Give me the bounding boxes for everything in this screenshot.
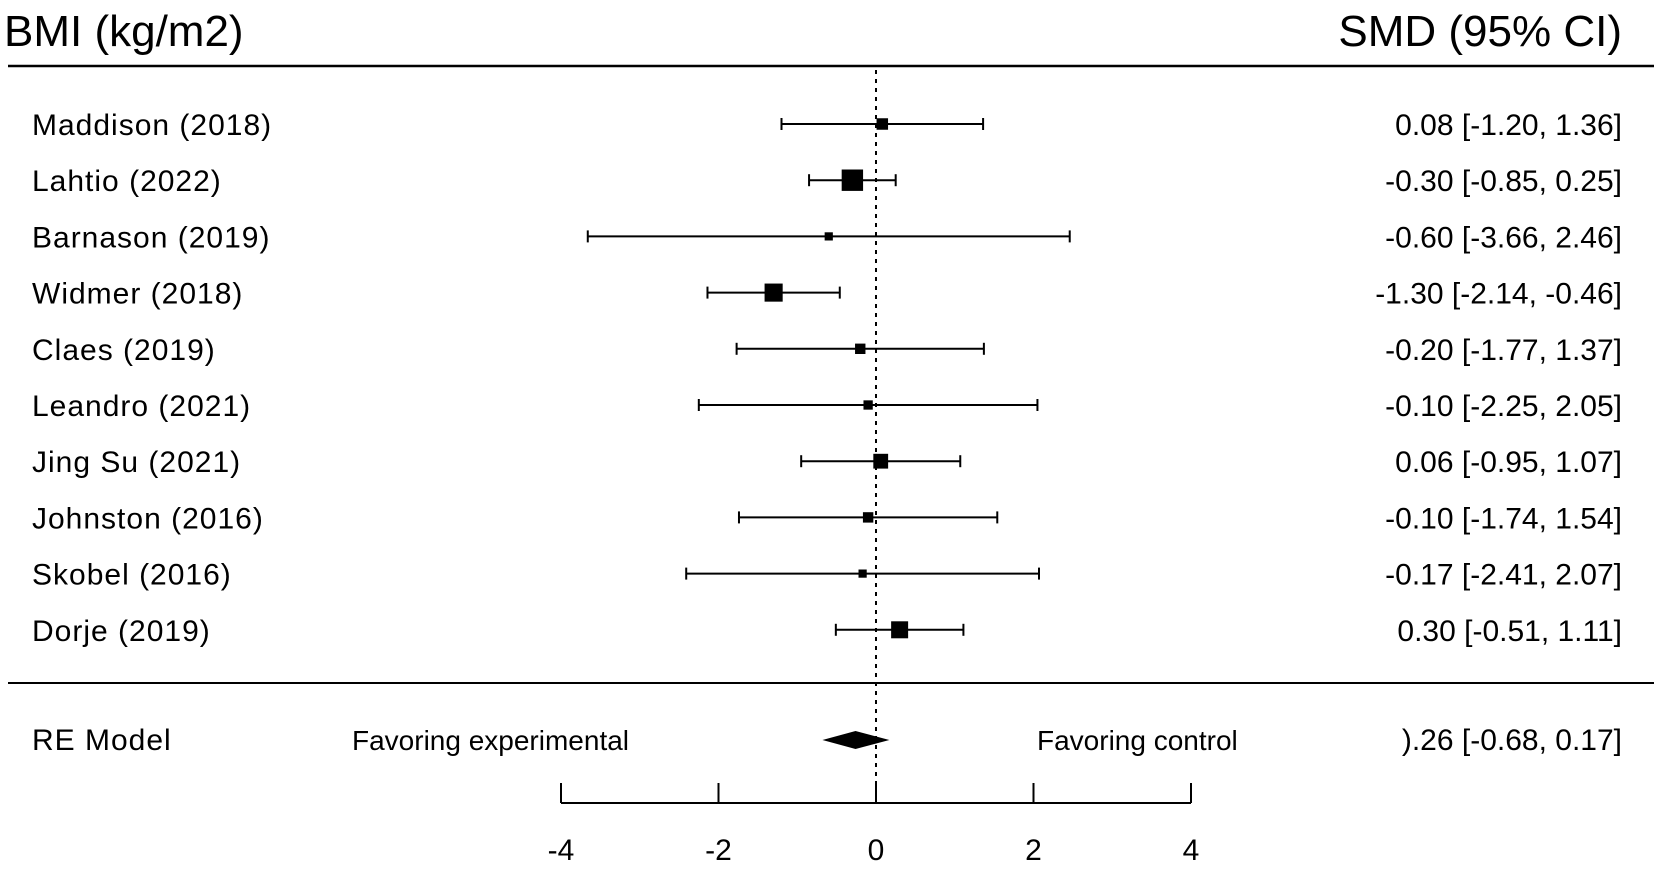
study-row: Skobel (2016) -0.17 [-2.41, 2.07] bbox=[32, 559, 1622, 592]
x-tick-label: 2 bbox=[1025, 834, 1042, 867]
x-tick-label: 0 bbox=[868, 834, 885, 867]
point-estimate-square bbox=[863, 400, 873, 410]
study-label: Skobel (2016) bbox=[32, 559, 232, 592]
study-ci-text: -1.30 [-2.14, -0.46] bbox=[1375, 278, 1622, 311]
point-estimate-square bbox=[824, 232, 833, 241]
study-row: Barnason (2019) -0.60 [-3.66, 2.46] bbox=[32, 221, 1622, 254]
study-label: Lahtio (2022) bbox=[32, 165, 222, 198]
study-ci-text: -0.60 [-3.66, 2.46] bbox=[1385, 221, 1622, 254]
study-ci-text: -0.17 [-2.41, 2.07] bbox=[1385, 559, 1622, 592]
x-axis: -4 -2 0 2 4 bbox=[548, 783, 1200, 867]
summary-ci-text: ).26 [-0.68, 0.17] bbox=[1402, 724, 1622, 757]
study-label: Claes (2019) bbox=[32, 334, 216, 367]
point-estimate-square bbox=[764, 283, 783, 302]
study-row: Johnston (2016) -0.10 [-1.74, 1.54] bbox=[32, 502, 1622, 535]
point-estimate-square bbox=[862, 512, 874, 523]
study-ci-text: -0.30 [-0.85, 0.25] bbox=[1385, 165, 1622, 198]
study-ci-text: -0.10 [-2.25, 2.05] bbox=[1385, 390, 1622, 423]
study-row: Dorje (2019) 0.30 [-0.51, 1.11] bbox=[32, 615, 1622, 648]
study-label: Johnston (2016) bbox=[32, 502, 264, 535]
study-row: Lahtio (2022) -0.30 [-0.85, 0.25] bbox=[32, 165, 1622, 198]
header-right: SMD (95% CI) bbox=[1338, 7, 1622, 56]
study-row: Leandro (2021) -0.10 [-2.25, 2.05] bbox=[32, 390, 1622, 423]
header-left: BMI (kg/m2) bbox=[4, 7, 244, 56]
study-label: Dorje (2019) bbox=[32, 615, 211, 648]
study-label: Maddison (2018) bbox=[32, 109, 272, 142]
study-row: Claes (2019) -0.20 [-1.77, 1.37] bbox=[32, 334, 1622, 367]
study-ci-text: 0.30 [-0.51, 1.11] bbox=[1397, 615, 1622, 648]
study-label: Barnason (2019) bbox=[32, 221, 270, 254]
summary-diamond bbox=[822, 731, 890, 749]
favor-left-label: Favoring experimental bbox=[352, 725, 629, 756]
study-ci-text: -0.10 [-1.74, 1.54] bbox=[1385, 502, 1622, 535]
study-ci-text: 0.06 [-0.95, 1.07] bbox=[1395, 446, 1622, 479]
study-row: Widmer (2018) -1.30 [-2.14, -0.46] bbox=[32, 278, 1622, 311]
study-ci-text: -0.20 [-1.77, 1.37] bbox=[1385, 334, 1622, 367]
study-row: Jing Su (2021) 0.06 [-0.95, 1.07] bbox=[32, 446, 1622, 479]
point-estimate-square bbox=[891, 621, 909, 639]
x-tick-label: -4 bbox=[548, 834, 575, 867]
study-row: Maddison (2018) 0.08 [-1.20, 1.36] bbox=[32, 109, 1622, 142]
study-label: Jing Su (2021) bbox=[32, 446, 241, 479]
summary-label: RE Model bbox=[32, 724, 172, 757]
point-estimate-square bbox=[873, 453, 889, 469]
x-tick-label: -2 bbox=[705, 834, 732, 867]
study-rows: Maddison (2018) 0.08 [-1.20, 1.36] Lahtio … bbox=[32, 109, 1622, 648]
study-ci-text: 0.08 [-1.20, 1.36] bbox=[1395, 109, 1622, 142]
point-estimate-square bbox=[876, 118, 889, 130]
x-tick-label: 4 bbox=[1183, 834, 1200, 867]
favor-right-label: Favoring control bbox=[1037, 725, 1238, 756]
study-label: Leandro (2021) bbox=[32, 390, 251, 423]
study-label: Widmer (2018) bbox=[32, 278, 243, 311]
point-estimate-square bbox=[858, 569, 867, 578]
point-estimate-square bbox=[841, 169, 864, 191]
point-estimate-square bbox=[855, 343, 866, 354]
